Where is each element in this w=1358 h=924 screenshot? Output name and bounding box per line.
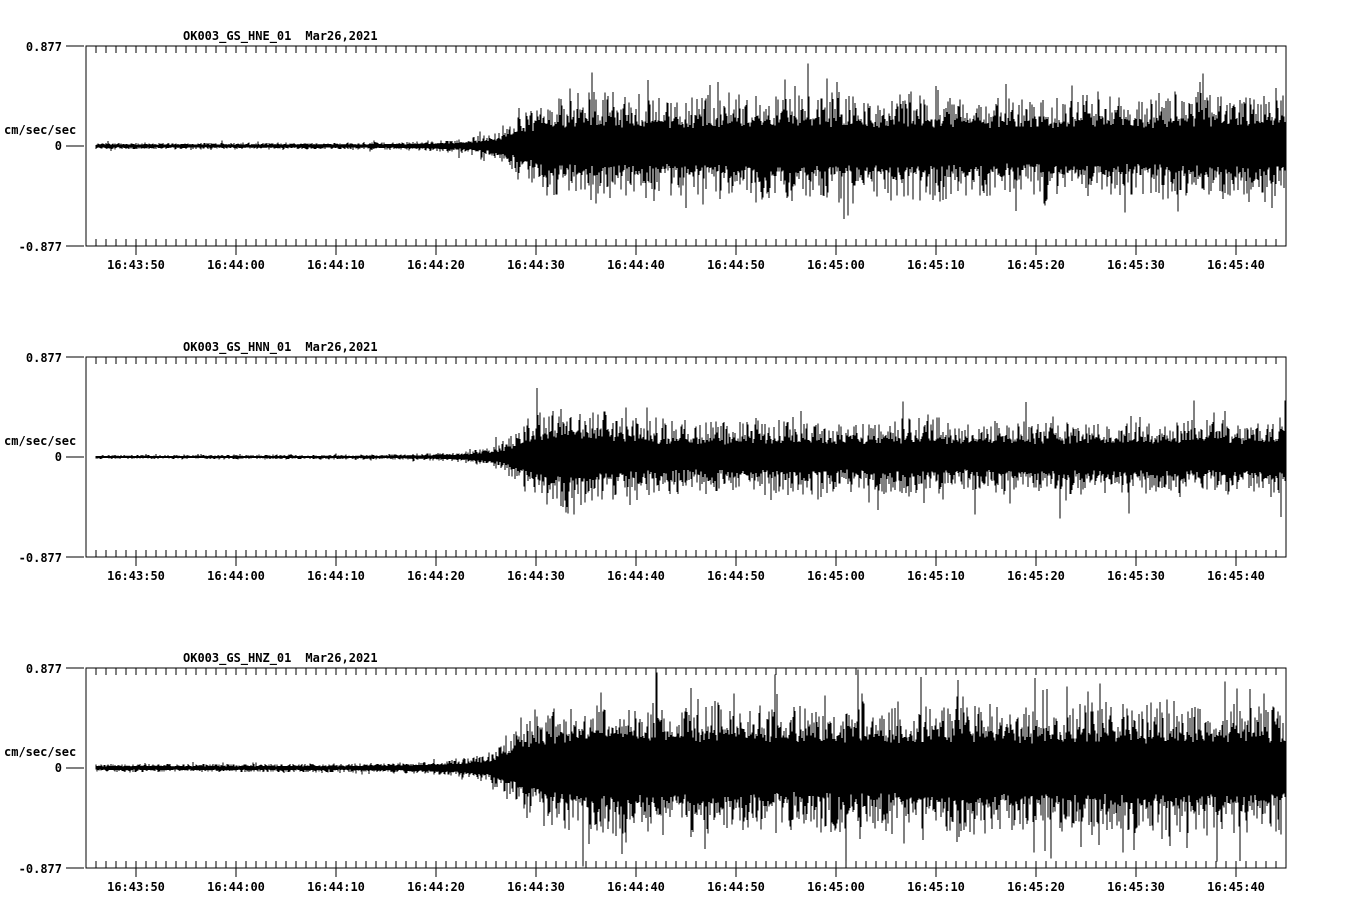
y-tick-label-min: -0.877: [19, 240, 62, 254]
seismogram-panel-hnn: OK003_GS_HNN_01 Mar26,2021 0.877 0 -0.877…: [4, 340, 1287, 583]
x-tick-label: 16:44:20: [407, 880, 465, 894]
y-axis-ticks: [66, 45, 84, 247]
waveform-trace: [95, 63, 1286, 219]
x-tick-label: 16:45:20: [1007, 258, 1065, 272]
x-tick-label: 16:44:10: [307, 880, 365, 894]
x-tick-label: 16:44:20: [407, 569, 465, 583]
bottom-axis-minor-ticks: [95, 239, 1277, 246]
x-tick-label: 16:45:30: [1107, 258, 1165, 272]
x-tick-label: 16:44:10: [307, 258, 365, 272]
x-tick-label: 16:44:00: [207, 880, 265, 894]
panel-axes-and-trace: 16:43:50 16:44:00 16:44:10 16:44:20 16:44:30…: [66, 356, 1287, 583]
waveform-trace: [95, 388, 1286, 519]
x-tick-label: 16:44:40: [607, 258, 665, 272]
bottom-axis-minor-ticks: [95, 550, 1277, 557]
y-tick-label-zero: 0: [55, 139, 62, 153]
y-tick-label-min: -0.877: [19, 551, 62, 565]
x-tick-label: 16:45:40: [1207, 258, 1265, 272]
top-axis-minor-ticks: [95, 46, 1277, 53]
y-tick-label-max: 0.877: [26, 662, 62, 676]
x-tick-label: 16:44:00: [207, 569, 265, 583]
x-tick-label: 16:45:30: [1107, 569, 1165, 583]
bottom-axis-major-ticks: [135, 239, 1237, 255]
x-tick-label: 16:44:50: [707, 258, 765, 272]
x-tick-label: 16:44:30: [507, 569, 565, 583]
panel-title-date: Mar26,2021: [305, 340, 377, 354]
bottom-axis-major-ticks: [135, 861, 1237, 877]
panel-title-date: Mar26,2021: [305, 651, 377, 665]
seismogram-panel-hne: OK003_GS_HNE_01 Mar26,2021 0.877 0 -0.877…: [4, 29, 1287, 272]
top-axis-minor-ticks: [95, 668, 1277, 675]
x-tick-label: 16:45:10: [907, 258, 965, 272]
x-tick-label: 16:45:10: [907, 569, 965, 583]
x-tick-label: 16:45:40: [1207, 880, 1265, 894]
panel-title-station: OK003_GS_HNN_01: [183, 340, 291, 355]
x-tick-label: 16:43:50: [107, 258, 165, 272]
x-tick-label: 16:45:20: [1007, 569, 1065, 583]
x-tick-label: 16:43:50: [107, 569, 165, 583]
y-tick-label-zero: 0: [55, 761, 62, 775]
y-axis-ticks: [66, 667, 84, 869]
seismogram-panel-hnz: OK003_GS_HNZ_01 Mar26,2021 0.877 0 -0.877…: [4, 651, 1287, 894]
x-tick-label: 16:45:30: [1107, 880, 1165, 894]
x-tick-label: 16:44:50: [707, 880, 765, 894]
x-tick-label: 16:45:10: [907, 880, 965, 894]
y-axis-unit-label: cm/sec/sec: [4, 123, 76, 137]
y-tick-label-zero: 0: [55, 450, 62, 464]
x-tick-label: 16:44:30: [507, 880, 565, 894]
y-tick-label-min: -0.877: [19, 862, 62, 876]
x-tick-label: 16:45:40: [1207, 569, 1265, 583]
x-tick-label: 16:44:40: [607, 880, 665, 894]
panel-title-station: OK003_GS_HNZ_01: [183, 651, 291, 666]
y-tick-label-max: 0.877: [26, 351, 62, 365]
y-axis-unit-label: cm/sec/sec: [4, 745, 76, 759]
panel-title: OK003_GS_HNN_01 Mar26,2021: [183, 340, 378, 355]
bottom-axis-minor-ticks: [95, 861, 1277, 868]
x-tick-label: 16:44:40: [607, 569, 665, 583]
x-tick-label: 16:45:00: [807, 258, 865, 272]
x-tick-label: 16:44:10: [307, 569, 365, 583]
x-tick-label: 16:44:30: [507, 258, 565, 272]
x-tick-label: 16:45:20: [1007, 880, 1065, 894]
panel-title: OK003_GS_HNE_01 Mar26,2021: [183, 29, 378, 44]
y-tick-label-max: 0.877: [26, 40, 62, 54]
x-tick-label: 16:44:20: [407, 258, 465, 272]
top-axis-minor-ticks: [95, 357, 1277, 364]
x-tick-label: 16:44:50: [707, 569, 765, 583]
x-tick-label: 16:45:00: [807, 569, 865, 583]
y-axis-unit-label: cm/sec/sec: [4, 434, 76, 448]
waveform-trace: [95, 669, 1286, 867]
panel-axes-and-trace: 16:43:50 16:44:00 16:44:10 16:44:20 16:44:30…: [66, 45, 1287, 272]
panel-title-station: OK003_GS_HNE_01: [183, 29, 291, 44]
x-tick-label: 16:43:50: [107, 880, 165, 894]
panel-axes-and-trace: 16:43:50 16:44:00 16:44:10 16:44:20 16:44:30…: [66, 667, 1287, 894]
x-tick-label: 16:44:00: [207, 258, 265, 272]
y-axis-ticks: [66, 356, 84, 558]
panel-title-date: Mar26,2021: [305, 29, 377, 43]
panel-title: OK003_GS_HNZ_01 Mar26,2021: [183, 651, 378, 666]
x-tick-label: 16:45:00: [807, 880, 865, 894]
bottom-axis-major-ticks: [135, 550, 1237, 566]
